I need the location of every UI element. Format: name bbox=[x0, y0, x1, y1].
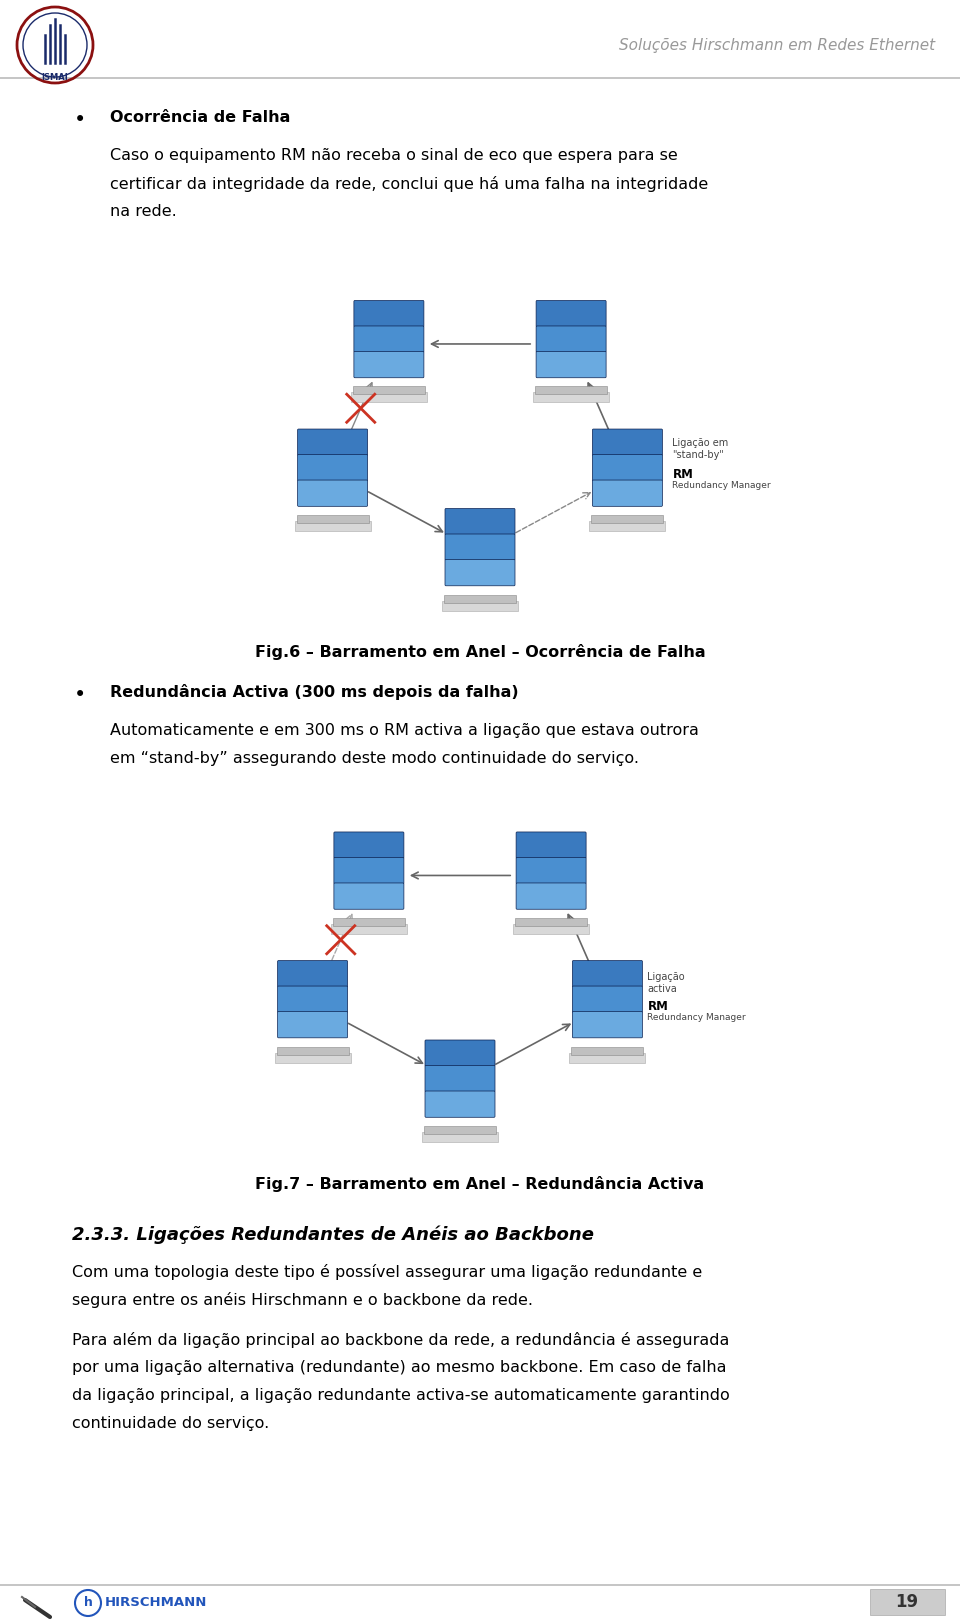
Text: ISMAI: ISMAI bbox=[41, 73, 68, 83]
Bar bbox=[569, 1052, 645, 1062]
Bar bbox=[297, 515, 369, 524]
Bar bbox=[295, 520, 371, 532]
FancyBboxPatch shape bbox=[536, 300, 606, 327]
FancyBboxPatch shape bbox=[516, 858, 587, 883]
FancyBboxPatch shape bbox=[425, 1065, 495, 1093]
Bar bbox=[516, 917, 588, 926]
Text: HIRSCHMANN: HIRSCHMANN bbox=[105, 1597, 207, 1610]
FancyBboxPatch shape bbox=[277, 961, 348, 987]
FancyBboxPatch shape bbox=[445, 533, 515, 561]
Text: RM: RM bbox=[672, 467, 693, 480]
Bar bbox=[533, 392, 609, 402]
FancyBboxPatch shape bbox=[516, 832, 587, 858]
FancyBboxPatch shape bbox=[277, 1012, 348, 1037]
Text: Ligação
activa: Ligação activa bbox=[647, 973, 685, 994]
Text: Fig.7 – Barramento em Anel – Redundância Activa: Fig.7 – Barramento em Anel – Redundância… bbox=[255, 1175, 705, 1191]
Text: •: • bbox=[74, 684, 86, 705]
FancyBboxPatch shape bbox=[334, 832, 404, 858]
Text: Ligação em
"stand-by": Ligação em "stand-by" bbox=[672, 438, 729, 460]
Text: na rede.: na rede. bbox=[110, 204, 178, 219]
Bar bbox=[424, 1127, 496, 1135]
Bar bbox=[571, 1047, 643, 1055]
FancyBboxPatch shape bbox=[592, 454, 662, 481]
FancyBboxPatch shape bbox=[445, 509, 515, 535]
FancyBboxPatch shape bbox=[516, 883, 587, 909]
FancyBboxPatch shape bbox=[277, 986, 348, 1013]
Text: Automaticamente e em 300 ms o RM activa a ligação que estava outrora: Automaticamente e em 300 ms o RM activa … bbox=[110, 723, 699, 738]
Bar bbox=[444, 595, 516, 603]
Bar bbox=[331, 924, 407, 934]
FancyBboxPatch shape bbox=[425, 1041, 495, 1067]
Bar bbox=[513, 924, 589, 934]
FancyBboxPatch shape bbox=[334, 858, 404, 883]
Bar bbox=[591, 515, 663, 524]
FancyBboxPatch shape bbox=[425, 1091, 495, 1117]
FancyBboxPatch shape bbox=[536, 352, 606, 378]
FancyBboxPatch shape bbox=[536, 326, 606, 352]
Text: Redundancy Manager: Redundancy Manager bbox=[672, 480, 771, 490]
Bar bbox=[275, 1052, 350, 1062]
FancyBboxPatch shape bbox=[572, 1012, 642, 1037]
FancyBboxPatch shape bbox=[870, 1589, 945, 1615]
Bar bbox=[351, 392, 427, 402]
FancyBboxPatch shape bbox=[298, 454, 368, 481]
Text: certificar da integridade da rede, conclui que há uma falha na integridade: certificar da integridade da rede, concl… bbox=[110, 177, 708, 191]
Text: h: h bbox=[84, 1597, 92, 1610]
FancyBboxPatch shape bbox=[334, 883, 404, 909]
Text: Soluções Hirschmann em Redes Ethernet: Soluções Hirschmann em Redes Ethernet bbox=[619, 37, 935, 53]
Text: continuidade do serviço.: continuidade do serviço. bbox=[72, 1417, 269, 1431]
Text: Caso o equipamento RM não receba o sinal de eco que espera para se: Caso o equipamento RM não receba o sinal… bbox=[110, 148, 678, 164]
Text: •: • bbox=[74, 110, 86, 130]
Bar bbox=[333, 917, 405, 926]
FancyBboxPatch shape bbox=[354, 326, 424, 352]
Bar bbox=[276, 1047, 348, 1055]
Text: Ocorrência de Falha: Ocorrência de Falha bbox=[110, 110, 291, 125]
FancyBboxPatch shape bbox=[572, 961, 642, 987]
Text: 2.3.3. Ligações Redundantes de Anéis ao Backbone: 2.3.3. Ligações Redundantes de Anéis ao … bbox=[72, 1225, 594, 1245]
FancyBboxPatch shape bbox=[445, 559, 515, 585]
FancyBboxPatch shape bbox=[592, 430, 662, 456]
FancyBboxPatch shape bbox=[572, 986, 642, 1013]
Bar bbox=[442, 600, 518, 611]
FancyBboxPatch shape bbox=[592, 480, 662, 506]
Bar bbox=[422, 1131, 498, 1143]
Bar bbox=[535, 386, 607, 394]
Text: 19: 19 bbox=[896, 1593, 919, 1611]
Bar bbox=[589, 520, 665, 532]
Bar bbox=[353, 386, 425, 394]
Text: da ligação principal, a ligação redundante activa-se automaticamente garantindo: da ligação principal, a ligação redundan… bbox=[72, 1388, 730, 1404]
Text: RM: RM bbox=[647, 1000, 668, 1013]
FancyBboxPatch shape bbox=[298, 480, 368, 506]
Text: segura entre os anéis Hirschmann e o backbone da rede.: segura entre os anéis Hirschmann e o bac… bbox=[72, 1292, 533, 1308]
Text: Redundancy Manager: Redundancy Manager bbox=[647, 1013, 746, 1021]
FancyBboxPatch shape bbox=[354, 300, 424, 327]
Text: Com uma topologia deste tipo é possível assegurar uma ligação redundante e: Com uma topologia deste tipo é possível … bbox=[72, 1264, 703, 1281]
FancyBboxPatch shape bbox=[298, 430, 368, 456]
Text: em “stand-by” assegurando deste modo continuidade do serviço.: em “stand-by” assegurando deste modo con… bbox=[110, 751, 639, 765]
Text: Fig.6 – Barramento em Anel – Ocorrência de Falha: Fig.6 – Barramento em Anel – Ocorrência … bbox=[254, 645, 706, 660]
Text: Para além da ligação principal ao backbone da rede, a redundância é assegurada: Para além da ligação principal ao backbo… bbox=[72, 1332, 730, 1349]
Text: Redundância Activa (300 ms depois da falha): Redundância Activa (300 ms depois da fal… bbox=[110, 684, 519, 700]
Text: por uma ligação alternativa (redundante) ao mesmo backbone. Em caso de falha: por uma ligação alternativa (redundante)… bbox=[72, 1360, 727, 1375]
FancyBboxPatch shape bbox=[354, 352, 424, 378]
